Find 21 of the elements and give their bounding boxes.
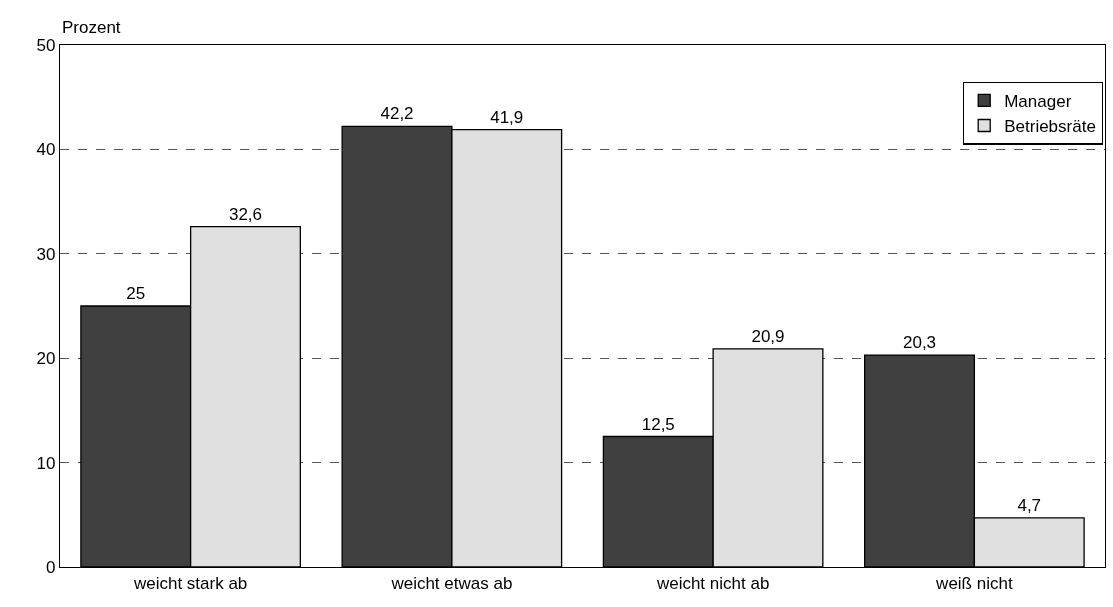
data-label: 12,5 (641, 414, 675, 434)
y-tick-label: 40 (36, 140, 56, 160)
x-tick-label: weicht nicht ab (655, 573, 770, 593)
x-tick-label: weicht etwas ab (390, 573, 513, 593)
data-label: 41,9 (490, 107, 524, 127)
data-label: 32,6 (228, 204, 263, 224)
data-label: 4,7 (1017, 495, 1042, 515)
x-tick-label: weiß nicht (935, 573, 1013, 593)
data-label: 20,3 (902, 333, 937, 353)
y-tick-label: 20 (36, 349, 56, 369)
x-tick-label: weicht stark ab (132, 573, 248, 593)
y-tick-label: 0 (45, 557, 56, 577)
data-label: 42,2 (380, 104, 414, 124)
data-label: 25 (126, 284, 146, 303)
y-axis-title: Prozent (62, 18, 121, 37)
legend-label: Manager (1004, 92, 1072, 112)
y-tick-label: 30 (36, 244, 56, 264)
y-tick-label: 10 (36, 453, 56, 473)
legend-label: Betriebsräte (1004, 117, 1096, 137)
y-tick-label: 50 (36, 35, 56, 55)
data-label: 20,9 (751, 326, 785, 346)
